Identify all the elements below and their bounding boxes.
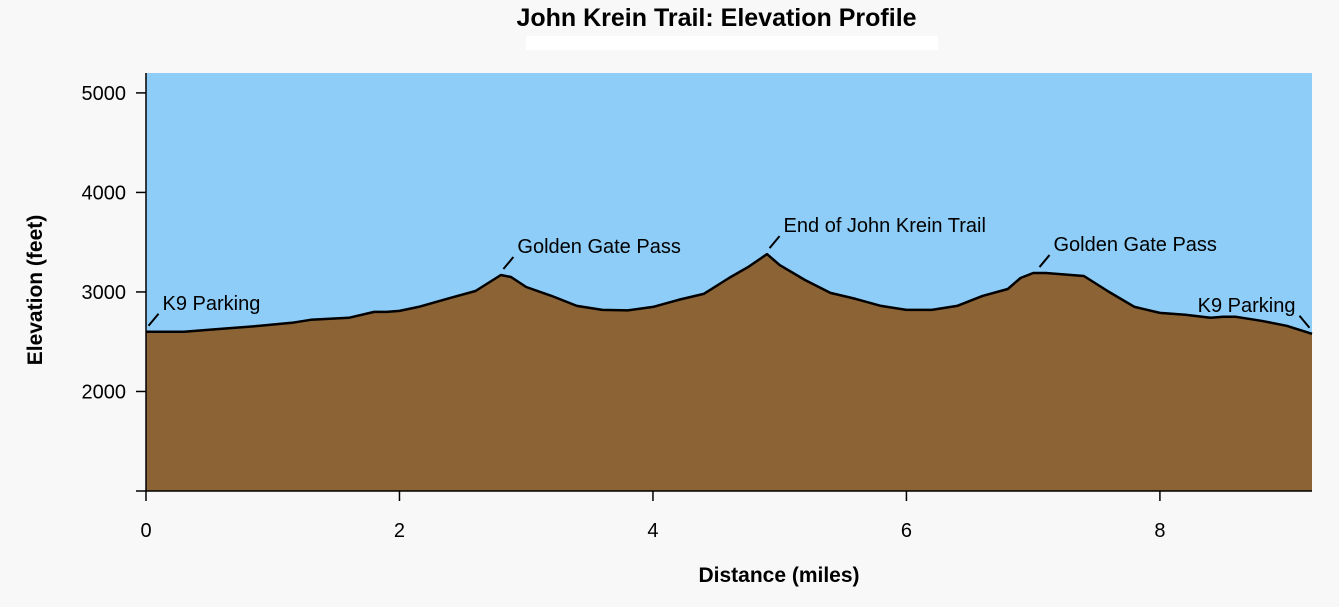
x-axis-ticks: 0 2 4 6 8 [140, 491, 1165, 542]
annotation-leader [1298, 315, 1311, 329]
title-underlay [526, 36, 938, 50]
annotation-label: K9 Parking [1198, 295, 1296, 317]
chart-title: John Krein Trail: Elevation Profile [516, 4, 917, 32]
y-tick-label: 2000 [82, 381, 127, 403]
x-tick-label: 2 [394, 520, 405, 542]
y-tick-label: 5000 [82, 83, 127, 105]
annotation-leader [1038, 254, 1051, 268]
annotation-label: Golden Gate Pass [517, 236, 680, 258]
elevation-profile-line [146, 252, 1313, 335]
annotation-leader [502, 256, 515, 270]
x-tick-label: 4 [647, 520, 658, 542]
y-axis-ticks: 2000 3000 4000 5000 [82, 83, 146, 403]
y-tick-label: 4000 [82, 182, 127, 204]
y-tick-label: 3000 [82, 282, 127, 304]
annotation-label: K9 Parking [163, 293, 261, 315]
annotation-label: Golden Gate Pass [1054, 234, 1217, 256]
x-tick-label: 6 [901, 520, 912, 542]
annotations: K9 Parking Golden Gate Pass End of John Kr… [147, 215, 1311, 329]
x-tick-label: 8 [1154, 520, 1165, 542]
annotation-leader [147, 313, 160, 327]
y-axis-title: Elevation (feet) [24, 215, 47, 366]
annotation-leader [768, 235, 781, 249]
annotation-label: End of John Krein Trail [784, 215, 986, 237]
terrain-area [146, 254, 1312, 491]
x-tick-label: 0 [140, 520, 151, 542]
x-axis-title: Distance (miles) [698, 564, 859, 587]
